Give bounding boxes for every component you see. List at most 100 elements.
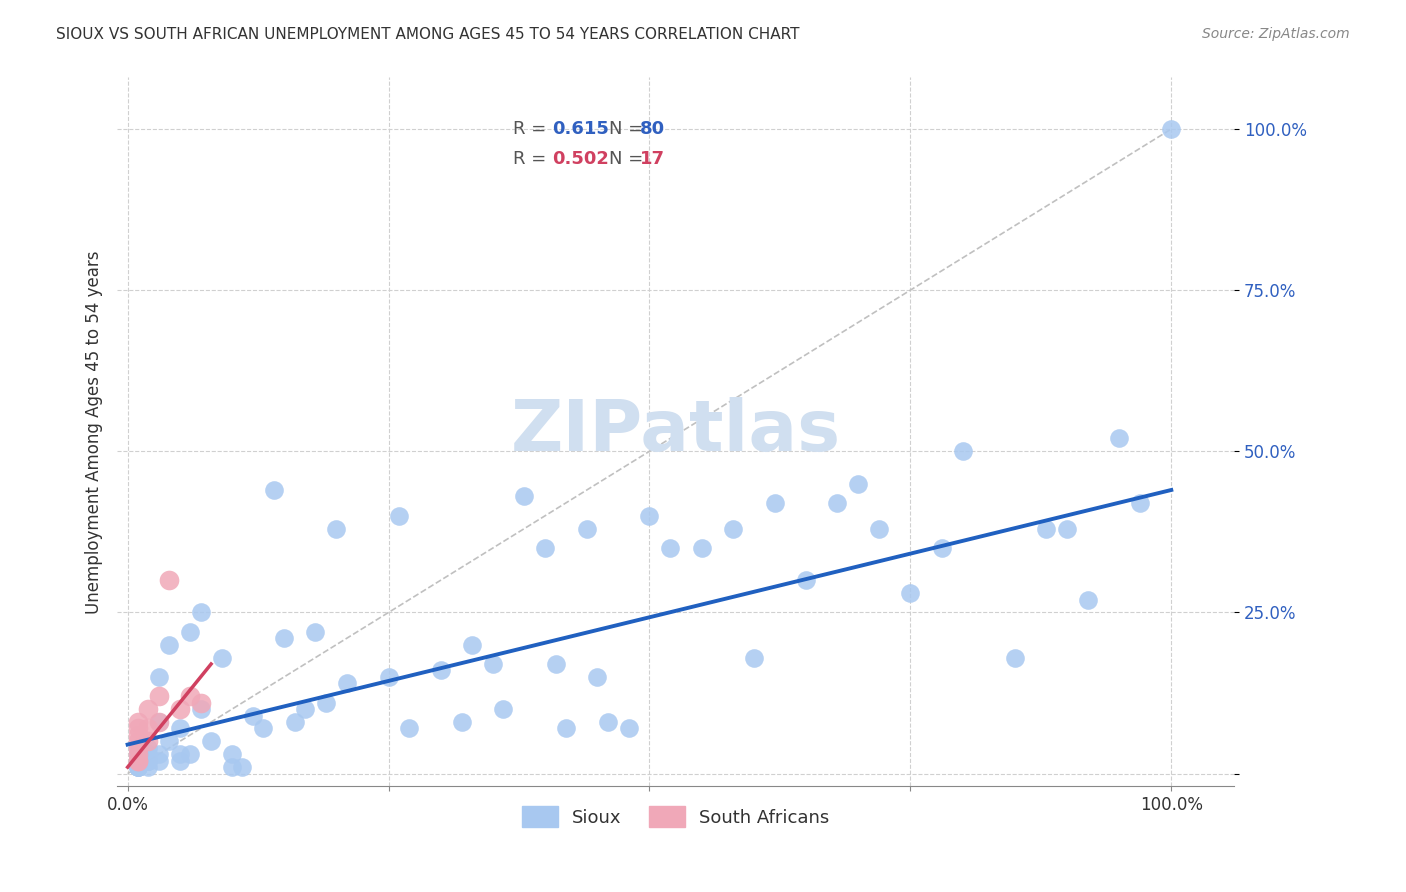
Point [138,754,160,768]
Point [388,508,411,523]
Point [148,714,170,729]
Point [575,522,598,536]
Point [127,754,149,768]
Point [127,760,149,774]
Point [898,586,921,600]
Point [148,747,170,762]
Point [482,657,505,671]
Legend: Sioux, South Africans: Sioux, South Africans [515,799,837,834]
Point [179,690,201,704]
Point [1077,592,1099,607]
Point [513,490,536,504]
Point [492,702,515,716]
Point [221,747,243,762]
Point [336,676,359,690]
Point [157,638,180,652]
Point [221,760,243,774]
Point [138,702,160,716]
Text: SIOUX VS SOUTH AFRICAN UNEMPLOYMENT AMONG AGES 45 TO 54 YEARS CORRELATION CHART: SIOUX VS SOUTH AFRICAN UNEMPLOYMENT AMON… [56,27,800,42]
Point [284,714,307,729]
Point [586,670,609,684]
Point [127,760,149,774]
Text: 17: 17 [640,150,665,168]
Point [190,702,212,716]
Point [1004,650,1026,665]
Text: ZIPatlas: ZIPatlas [510,398,841,467]
Point [294,702,316,716]
Point [127,747,149,762]
Point [617,722,640,736]
Point [127,754,149,768]
Point [638,508,661,523]
Point [127,740,149,755]
Text: Source: ZipAtlas.com: Source: ZipAtlas.com [1202,27,1350,41]
Point [138,740,160,755]
Point [190,696,212,710]
Point [1056,522,1078,536]
Point [450,714,472,729]
Point [138,722,160,736]
Point [127,754,149,768]
Point [190,606,212,620]
Point [596,714,619,729]
Point [148,670,170,684]
Text: N =: N = [609,150,648,168]
Point [157,734,180,748]
Point [315,696,337,710]
Point [169,702,191,716]
Point [273,632,295,646]
Point [1108,431,1130,445]
Point [690,541,713,555]
Point [794,573,817,587]
Point [169,722,191,736]
Point [138,734,160,748]
Point [398,722,420,736]
Point [127,760,149,774]
Point [127,760,149,774]
Text: 0.615: 0.615 [553,120,609,138]
Point [263,483,285,497]
Point [461,638,484,652]
Text: R =: R = [513,150,553,168]
Point [534,541,557,555]
Point [304,624,326,639]
Point [952,444,974,458]
Text: 80: 80 [640,120,665,138]
Point [179,624,201,639]
Point [377,670,399,684]
Point [157,573,180,587]
Point [148,714,170,729]
Point [138,754,160,768]
Point [211,650,233,665]
Text: N =: N = [609,120,648,138]
Point [659,541,682,555]
Point [148,690,170,704]
Point [127,722,149,736]
Point [544,657,567,671]
Point [148,754,170,768]
Point [1035,522,1057,536]
Point [169,754,191,768]
Y-axis label: Unemployment Among Ages 45 to 54 years: Unemployment Among Ages 45 to 54 years [86,251,103,614]
Point [742,650,765,665]
Text: 0.502: 0.502 [553,150,609,168]
Point [127,728,149,742]
Point [868,522,890,536]
Point [555,722,578,736]
Point [242,708,264,723]
Point [1129,496,1152,510]
Point [1160,122,1182,136]
Point [429,664,451,678]
Point [127,754,149,768]
Point [138,747,160,762]
Point [252,722,274,736]
Point [721,522,744,536]
Point [127,714,149,729]
Point [763,496,786,510]
Point [127,747,149,762]
Point [127,747,149,762]
Point [325,522,347,536]
Text: R =: R = [513,120,553,138]
Point [179,747,201,762]
Point [127,754,149,768]
